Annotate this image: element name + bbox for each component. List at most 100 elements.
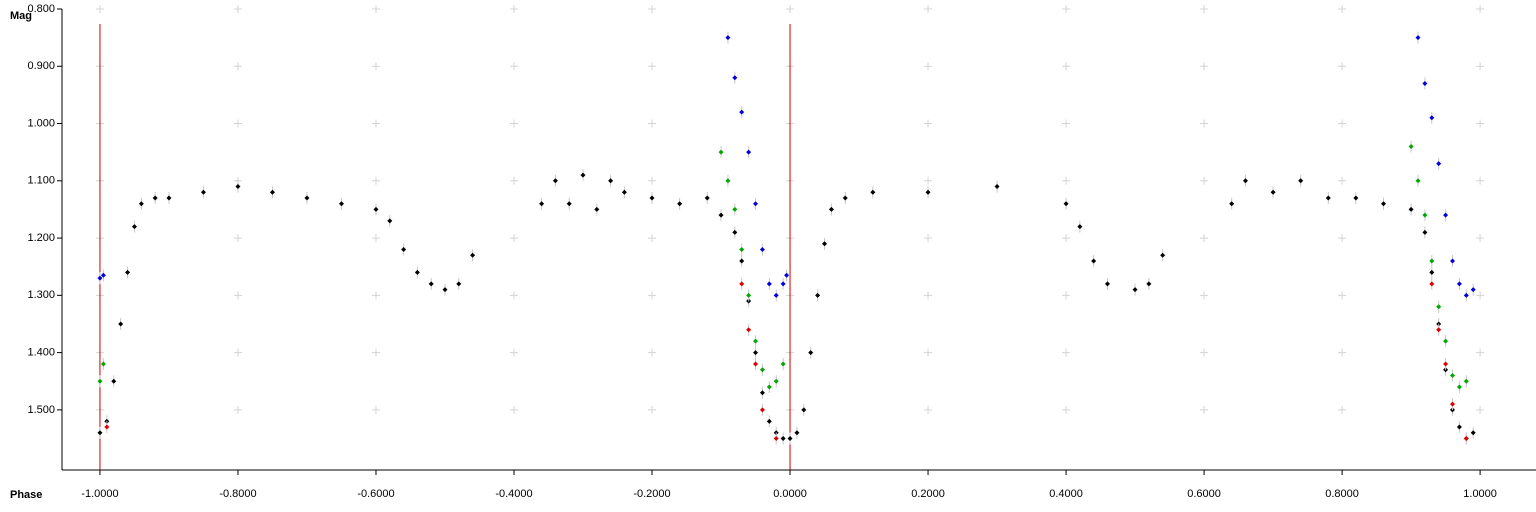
data-point (1104, 281, 1110, 287)
data-point (766, 384, 772, 390)
data-point (97, 378, 103, 384)
data-point (594, 206, 600, 212)
grid-cross (924, 119, 933, 128)
data-point (746, 327, 752, 333)
grid-cross (1062, 119, 1071, 128)
x-tick-label: 0.4000 (1049, 488, 1083, 500)
grid-cross (509, 348, 518, 357)
data-point (677, 201, 683, 207)
data-point (759, 367, 765, 373)
data-point (1443, 338, 1449, 344)
data-point (1242, 178, 1248, 184)
grid-cross (233, 291, 242, 300)
grid-cross (95, 5, 104, 13)
data-point (759, 247, 765, 253)
data-point (773, 292, 779, 298)
x-tick-label: 0.2000 (911, 488, 945, 500)
data-point (732, 75, 738, 81)
grid-cross (371, 5, 380, 13)
grid-cross (1338, 234, 1347, 243)
grid-cross (1062, 348, 1071, 357)
y-tick-label: 1.100 (27, 175, 55, 187)
data-point (166, 195, 172, 201)
grid-cross (371, 348, 380, 357)
data-point (718, 212, 724, 218)
grid-cross (648, 405, 657, 414)
grid-cross (924, 405, 933, 414)
grid-cross (1476, 291, 1485, 300)
x-tick-label: -0.4000 (495, 488, 532, 500)
x-tick-label: 1.0000 (1463, 488, 1497, 500)
data-point (739, 258, 745, 264)
grid-cross (1200, 5, 1209, 13)
grid-cross (924, 62, 933, 71)
data-point (1353, 195, 1359, 201)
data-point (470, 252, 476, 258)
data-point (759, 390, 765, 396)
data-point (1470, 430, 1476, 436)
data-point (766, 281, 772, 287)
data-point (338, 201, 344, 207)
data-point (753, 201, 759, 207)
data-point (842, 195, 848, 201)
grid-cross (371, 405, 380, 414)
data-point (718, 149, 724, 155)
data-point (118, 321, 124, 327)
grid-cross (1338, 176, 1347, 185)
data-point (621, 189, 627, 195)
data-point (1091, 258, 1097, 264)
data-point (200, 189, 206, 195)
data-point (1422, 80, 1428, 86)
data-point (1422, 229, 1428, 235)
y-tick-label: 1.300 (27, 289, 55, 301)
data-point (732, 229, 738, 235)
grid-cross (233, 234, 242, 243)
data-point (925, 189, 931, 195)
data-point (304, 195, 310, 201)
data-point (1429, 281, 1435, 287)
grid-cross (1338, 5, 1347, 13)
data-point (773, 378, 779, 384)
x-tick-label: 0.8000 (1325, 488, 1359, 500)
data-point (1429, 269, 1435, 275)
data-point (732, 206, 738, 212)
data-point (97, 430, 103, 436)
data-point (1436, 161, 1442, 167)
grid-cross (509, 405, 518, 414)
grid-cross (648, 234, 657, 243)
y-axis-label: Mag (10, 10, 32, 22)
data-point (235, 184, 241, 190)
data-point (580, 172, 586, 178)
data-point (994, 184, 1000, 190)
grid-cross (371, 176, 380, 185)
x-tick-label: 0.6000 (1187, 488, 1221, 500)
data-point (1456, 384, 1462, 390)
data-point (1463, 292, 1469, 298)
grid-cross (648, 5, 657, 13)
data-point (1456, 281, 1462, 287)
data-point (1456, 424, 1462, 430)
data-point (1380, 201, 1386, 207)
data-point (456, 281, 462, 287)
grid-cross (509, 119, 518, 128)
data-point (780, 281, 786, 287)
grid-cross (233, 405, 242, 414)
grid-cross (233, 5, 242, 13)
data-point (759, 407, 765, 413)
grid-cross (648, 119, 657, 128)
data-point (373, 206, 379, 212)
data-point (608, 178, 614, 184)
grid-cross (1200, 348, 1209, 357)
data-point (739, 281, 745, 287)
data-point (269, 189, 275, 195)
data-point (1463, 378, 1469, 384)
grid-cross (1338, 119, 1347, 128)
y-tick-label: 1.400 (27, 347, 55, 359)
data-point (1408, 206, 1414, 212)
grid-cross (1476, 234, 1485, 243)
data-point (1450, 373, 1456, 379)
data-point (753, 350, 759, 356)
grid-cross (924, 234, 933, 243)
grid-cross (509, 62, 518, 71)
